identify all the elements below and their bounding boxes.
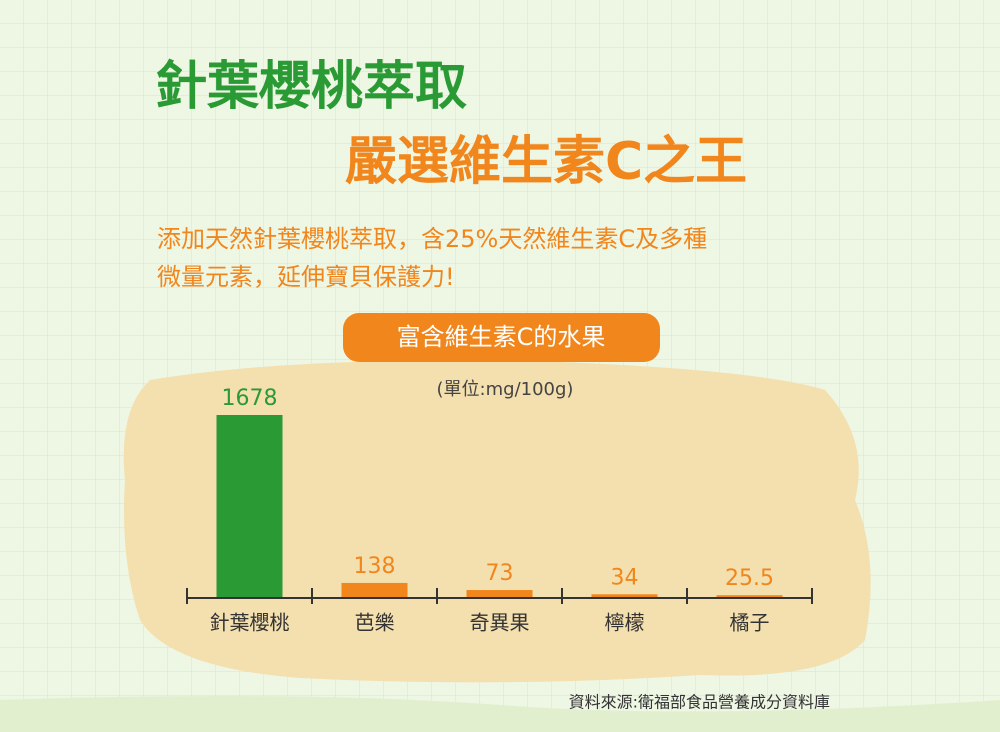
- value-label: 25.5: [725, 566, 774, 591]
- value-label: 73: [486, 561, 514, 586]
- bar: [466, 590, 533, 598]
- description: 添加天然針葉櫻桃萃取，含25%天然維生素C及多種: [157, 225, 707, 253]
- bar: [216, 415, 283, 598]
- description: 微量元素，延伸寶貝保護力!: [157, 263, 455, 291]
- x-tick-label: 芭樂: [355, 611, 395, 635]
- x-tick-label: 奇異果: [470, 611, 530, 635]
- title-line1: 針葉櫻桃萃取: [155, 57, 467, 117]
- bar: [716, 595, 783, 598]
- value-label: 34: [611, 565, 639, 590]
- chart-title-badge: [343, 313, 660, 362]
- x-tick-label: 針葉櫻桃: [210, 611, 290, 635]
- chart-blob: [123, 360, 871, 683]
- chart-title: 富含維生素C的水果: [397, 323, 606, 351]
- value-label: 138: [354, 554, 396, 579]
- x-tick-label: 橘子: [730, 611, 770, 635]
- chart-subtitle: (單位:mg/100g): [437, 379, 574, 400]
- x-tick-label: 檸檬: [605, 611, 645, 635]
- source-note: 資料來源:衛福部食品營養成分資料庫: [569, 693, 830, 712]
- bar: [341, 582, 408, 598]
- bottom-wave: [0, 696, 1000, 732]
- title-line2: 嚴選維生素C之王: [345, 132, 747, 192]
- value-label: 1678: [222, 386, 278, 411]
- bar: [591, 594, 658, 598]
